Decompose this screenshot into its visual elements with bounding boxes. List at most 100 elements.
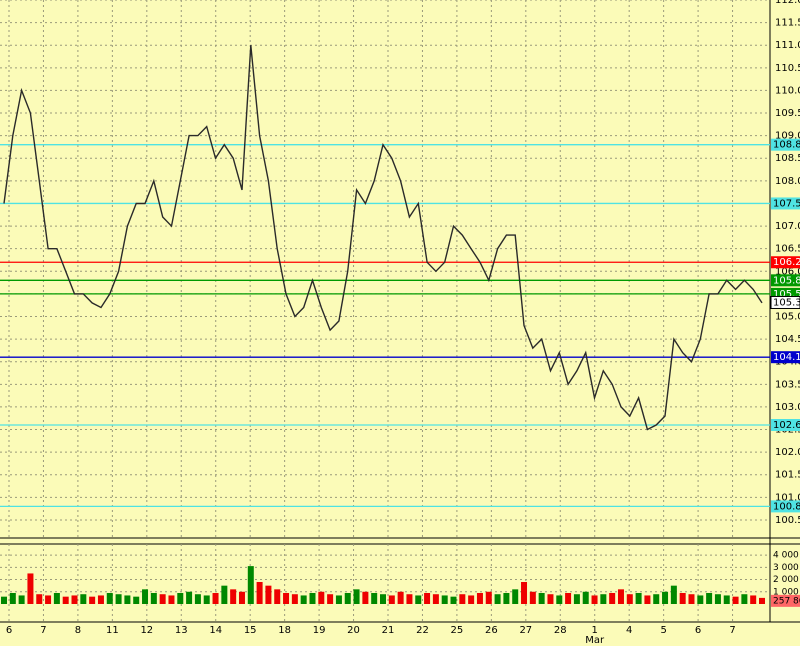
volume-bar (424, 593, 431, 604)
volume-bar (723, 595, 730, 604)
volume-bar (512, 589, 519, 604)
x-tick-label: 12 (140, 625, 153, 636)
volume-bar (441, 595, 448, 604)
volume-bar (168, 595, 175, 604)
volume-bar (159, 594, 166, 604)
x-tick-label: 27 (519, 625, 532, 636)
y-tick-label: 112.0 (775, 0, 800, 6)
y-tick-label: 100.5 (775, 515, 800, 526)
level-label: 105.80 (773, 275, 800, 286)
volume-bar (150, 593, 157, 604)
volume-bar (503, 593, 510, 604)
volume-bar (274, 589, 281, 604)
x-tick-label: 5 (660, 625, 666, 636)
level-label: 102.60 (773, 420, 800, 431)
y-tick-label: 110.0 (775, 85, 800, 96)
volume-bar (106, 593, 113, 604)
x-tick-label: 6 (6, 625, 12, 636)
volume-bar (1, 596, 7, 604)
volume-bar (230, 589, 237, 604)
volume-bar (203, 595, 210, 604)
x-tick-label: 28 (554, 625, 567, 636)
volume-bar (759, 597, 765, 604)
volume-bar (547, 594, 554, 604)
last-volume-box (771, 594, 800, 607)
level-label: 106.20 (773, 257, 800, 268)
y-tick-label: 109.5 (775, 108, 800, 119)
volume-bar (609, 593, 616, 604)
volume-bar (212, 593, 219, 604)
y-tick-label: 3 000 000 (773, 563, 800, 573)
volume-bar (380, 594, 386, 604)
volume-bar (362, 591, 369, 604)
level-label: 107.50 (773, 198, 800, 209)
volume-bar (750, 595, 757, 604)
volume-bar (89, 596, 96, 604)
volume-bar (327, 594, 334, 604)
volume-bar (62, 596, 69, 604)
volume-bar (344, 593, 351, 604)
volume-bar (679, 593, 686, 604)
last-volume-label: 257 86 (773, 596, 800, 606)
y-tick-label: 110.5 (775, 63, 800, 74)
volume-bar (626, 594, 633, 604)
y-tick-label: 104.5 (775, 334, 800, 345)
y-tick-label: 105.0 (775, 311, 800, 322)
x-tick-label: 7 (729, 625, 735, 636)
volume-bar (186, 591, 193, 604)
level-label-box (771, 197, 800, 210)
volume-bar (142, 589, 149, 604)
volume-bar (706, 593, 713, 604)
x-tick-label: 11 (106, 625, 119, 636)
volume-bar (309, 593, 316, 604)
volume-bar (177, 593, 184, 604)
volume-bar (36, 594, 43, 604)
volume-bar (133, 596, 140, 604)
level-label: 100.80 (773, 501, 800, 512)
y-tick-label: 103.5 (775, 379, 800, 390)
x-tick-label: 21 (382, 625, 395, 636)
month-label: Mar (585, 635, 605, 646)
volume-bar (45, 595, 52, 604)
x-tick-label: 18 (278, 625, 291, 636)
last-price-label: 105.31 (773, 297, 800, 308)
volume-bar (732, 596, 739, 604)
volume-bar (573, 594, 580, 604)
volume-bar (450, 596, 457, 604)
y-tick-label: 1 000 000 (773, 587, 800, 597)
x-tick-label: 19 (313, 625, 326, 636)
volume-bar (18, 595, 25, 604)
y-tick-label: 111.0 (775, 40, 800, 51)
level-label: 108.80 (773, 140, 800, 151)
volume-bar (494, 594, 501, 604)
volume-bar (565, 593, 572, 604)
volume-bar (617, 589, 624, 604)
last-price-box (770, 295, 800, 309)
y-tick-label: 106.5 (775, 244, 800, 255)
volume-bar (71, 595, 78, 604)
volume-bar (591, 595, 598, 604)
volume-bar (529, 591, 536, 604)
x-tick-label: 22 (416, 625, 429, 636)
volume-bar (741, 594, 748, 604)
volume-bar (300, 595, 307, 604)
volume-bar (221, 585, 228, 604)
volume-bar (556, 595, 563, 604)
volume-bar (80, 594, 87, 604)
y-tick-label: 4 000 000 (773, 551, 800, 561)
y-tick-label: 103.0 (775, 402, 800, 413)
volume-bar (432, 594, 439, 604)
x-tick-label: 7 (40, 625, 46, 636)
y-tick-label: 101.0 (775, 492, 800, 503)
x-tick-label: 20 (347, 625, 360, 636)
level-label-box (771, 138, 800, 151)
volume-bar (468, 595, 475, 604)
y-tick-label: 106.0 (775, 266, 800, 277)
x-tick-label: 6 (695, 625, 701, 636)
volume-bar (697, 595, 704, 604)
volume-bar (714, 594, 721, 604)
volume-bar (283, 593, 290, 604)
volume-bar (335, 595, 342, 604)
volume-bar (124, 595, 131, 604)
